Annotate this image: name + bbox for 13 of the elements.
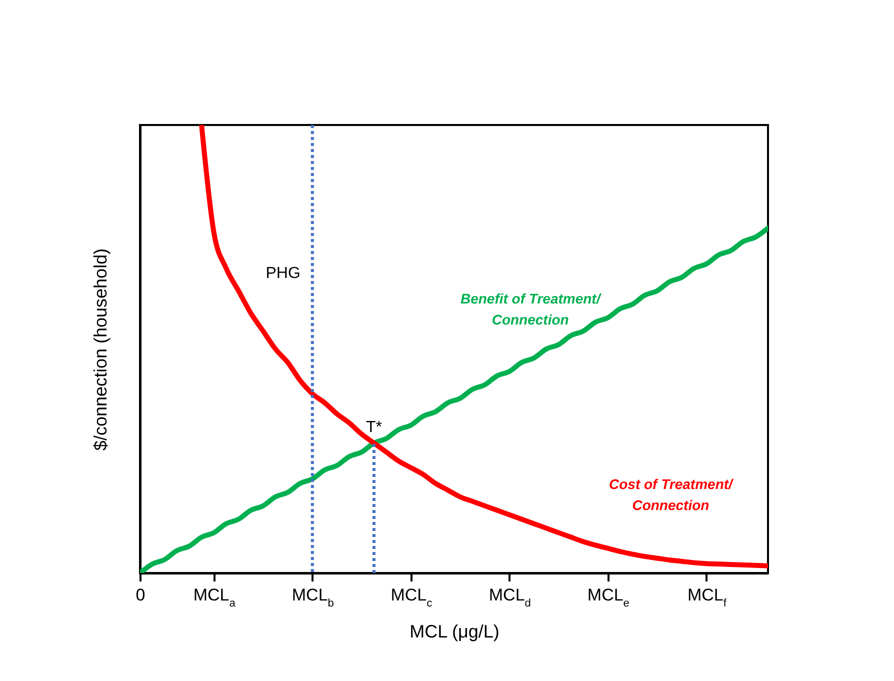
- x-axis-title: MCL (μg/L): [410, 622, 500, 642]
- x-tick-label: 0: [136, 586, 146, 604]
- annotation: T*: [366, 419, 382, 436]
- x-tick-label: MCL$_{f}$: [687, 586, 728, 610]
- x-tick-label: MCL$_{a}$: [193, 586, 236, 610]
- series-label: Benefit of Treatment/ Connection: [460, 290, 602, 328]
- x-tick-label: MCL$_{b}$: [292, 586, 334, 610]
- x-tick-label: MCL$_{c}$: [390, 586, 433, 610]
- ref-line-label: PHG: [266, 264, 300, 282]
- text: Cost of Treatment/ Connection: [609, 476, 735, 514]
- x-tick-label: MCL$_{e}$: [587, 586, 630, 610]
- x-tick-label: MCL$_{d}$: [488, 586, 531, 610]
- y-axis-title: $/connection (household): [90, 248, 110, 451]
